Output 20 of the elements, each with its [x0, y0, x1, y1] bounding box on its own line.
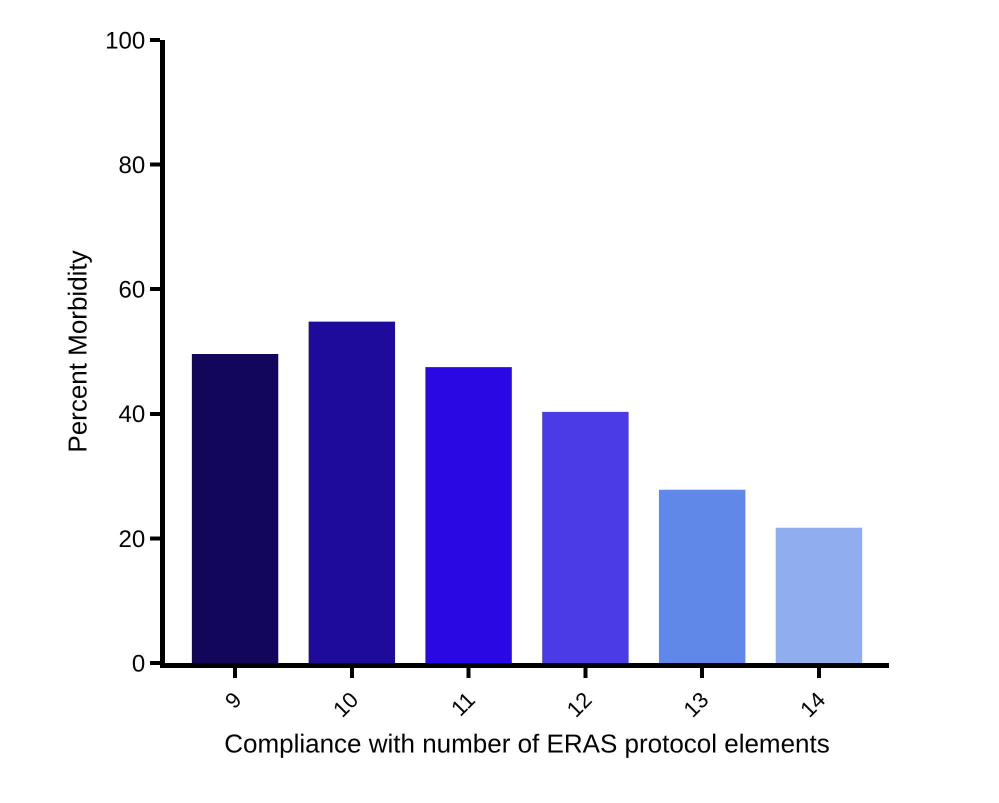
y-tick-label: 100: [105, 27, 146, 54]
y-tick-label: 80: [118, 152, 146, 179]
x-tick-label: 11: [446, 687, 480, 721]
x-tick-label: 12: [562, 687, 597, 722]
y-tick-label: 40: [118, 401, 146, 428]
x-tick-label: 13: [678, 687, 714, 722]
y-axis-title: Percent Morbidity: [62, 250, 93, 453]
x-tick-label: 14: [795, 687, 830, 722]
y-tick-label: 20: [118, 526, 146, 553]
bar: [192, 354, 278, 663]
bar: [542, 412, 629, 663]
y-tick-label: 0: [132, 650, 146, 678]
bar: [425, 367, 512, 663]
y-tick-label: 60: [118, 276, 146, 304]
bar: [658, 490, 746, 663]
bar: [308, 322, 396, 663]
bar: [776, 528, 862, 663]
x-tick-label: 9: [220, 687, 246, 714]
x-tick-label: 10: [328, 687, 364, 722]
x-axis-title: Compliance with number of ERAS protocol elements: [224, 728, 830, 759]
